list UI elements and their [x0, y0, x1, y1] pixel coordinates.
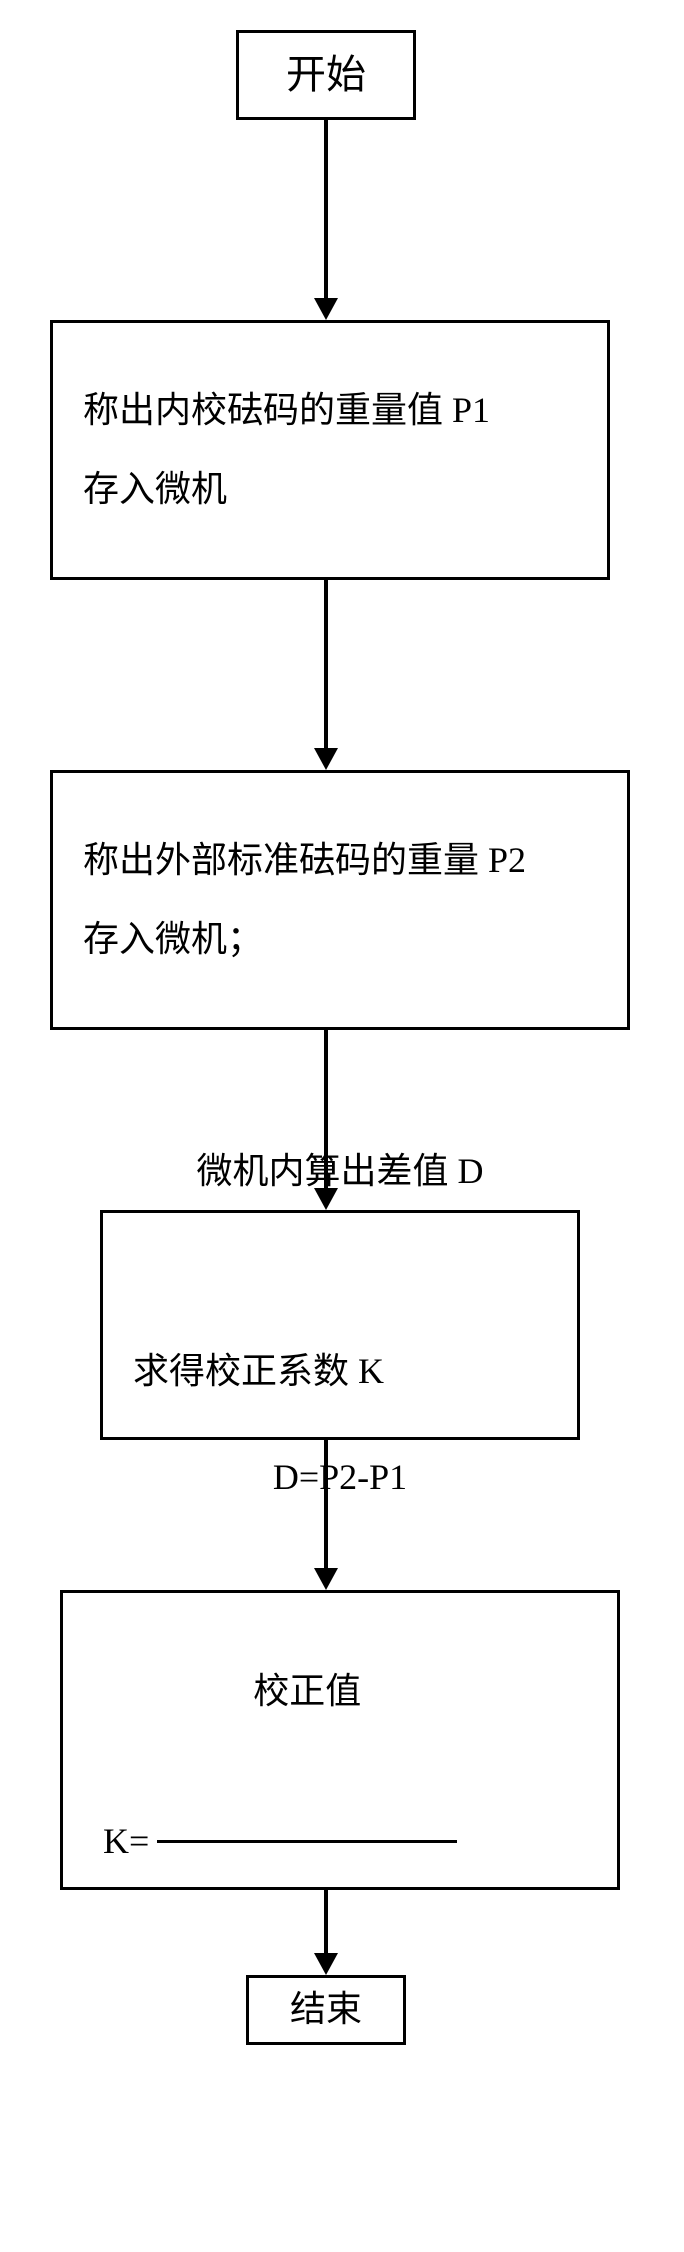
edge-step4-end-head — [314, 1953, 338, 1975]
edge-step1-step2 — [324, 580, 328, 748]
node-step1-text: 称出内校砝码的重量值 P1 存入微机 — [53, 371, 607, 529]
node-start: 开始 — [236, 30, 416, 120]
node-step4-numerator: 校正值 — [157, 1661, 457, 1723]
node-step4-title: 求得校正系数 K — [103, 1343, 577, 1401]
node-step4: 求得校正系数 K K= 校正值 P1+D — [60, 1590, 620, 1890]
node-step1: 称出内校砝码的重量值 P1 存入微机 — [50, 320, 610, 580]
edge-start-step1-head — [314, 298, 338, 320]
edge-step4-end — [324, 1890, 328, 1953]
node-step3-line1: 微机内算出差值 D — [103, 1143, 577, 1201]
node-end-text: 结束 — [249, 1981, 403, 2039]
node-step4-fraction: 校正值 P1+D — [157, 1546, 457, 2137]
node-start-text: 开始 — [239, 43, 413, 107]
node-step2-text: 称出外部标准砝码的重量 P2 存入微机； — [53, 821, 627, 979]
flowchart-canvas: 开始 称出内校砝码的重量值 P1 存入微机 称出外部标准砝码的重量 P2 存入微… — [0, 0, 684, 2047]
edge-step1-step2-head — [314, 748, 338, 770]
edge-start-step1 — [324, 120, 328, 298]
node-step4-klabel: K= — [103, 1813, 149, 1871]
node-step2: 称出外部标准砝码的重量 P2 存入微机； — [50, 770, 630, 1030]
node-end: 结束 — [246, 1975, 406, 2045]
